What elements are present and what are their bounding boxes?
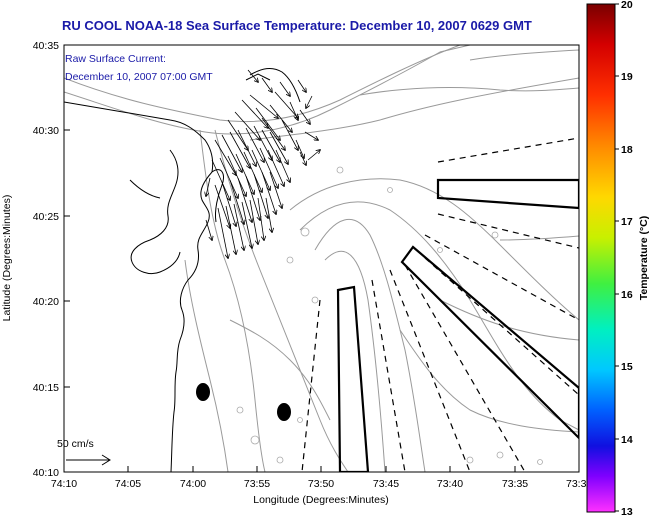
colorbar-label: Temperature (°C): [638, 216, 650, 301]
x-tick-labels: 74:10 74:05 74:00 73:55 73:50 73:45 73:4…: [51, 478, 587, 490]
y-tick-label: 40:15: [33, 382, 59, 394]
y-tick-label: 40:10: [33, 467, 59, 479]
colorbar-tick: 16: [621, 289, 633, 301]
x-tick-label: 73:35: [502, 478, 528, 490]
y-tick-label: 40:35: [33, 40, 59, 52]
figure-title: RU COOL NOAA-18 Sea Surface Temperature:…: [62, 18, 532, 33]
colorbar-tick: 13: [621, 506, 633, 518]
colorbar-tick: 20: [621, 0, 633, 11]
colorbar-tick: 19: [621, 71, 633, 83]
map-plot-area: Raw Surface Current: December 10, 2007 0…: [57, 44, 580, 473]
coastline: [64, 67, 301, 472]
x-tick-label: 74:10: [51, 478, 77, 490]
buoy-marker: [277, 403, 291, 421]
colorbar-gradient: [586, 3, 616, 513]
y-tick-label: 40:30: [33, 125, 59, 137]
x-tick-label: 73:55: [244, 478, 270, 490]
scale-label: 50 cm/s: [57, 438, 94, 450]
x-tick-label: 73:45: [373, 478, 399, 490]
x-tick-label: 73:3: [566, 478, 587, 490]
surface-current-vectors: [206, 69, 320, 258]
axis-ticks: [63, 44, 516, 473]
inset-line-1: Raw Surface Current:: [65, 53, 166, 65]
colorbar-tick: 18: [621, 144, 633, 156]
colorbar: 20 19 18 17 16 15 14 13 Temperature (°C): [586, 0, 650, 518]
x-tick-label: 73:50: [308, 478, 334, 490]
colorbar-tick: 14: [621, 434, 633, 446]
scale-arrow: [66, 454, 111, 466]
inset-line-2: December 10, 2007 07:00 GMT: [65, 71, 213, 83]
bathymetry-contours: [64, 45, 579, 472]
colorbar-tick: 17: [621, 216, 633, 228]
y-tick-labels: 40:35 40:30 40:25 40:20 40:15 40:10: [33, 40, 59, 479]
x-tick-label: 74:00: [180, 478, 206, 490]
noise-contours: [236, 166, 543, 465]
colorbar-tick: 15: [621, 361, 633, 373]
y-tick-label: 40:20: [33, 296, 59, 308]
radar-sector-lines: [301, 137, 579, 472]
y-axis-label: Latitude (Degrees:Minutes): [1, 195, 13, 322]
y-tick-label: 40:25: [33, 211, 59, 223]
x-tick-label: 73:40: [437, 478, 463, 490]
shipping-lanes: [336, 178, 579, 472]
x-axis-label: Longitude (Degrees:Minutes): [253, 494, 388, 506]
x-tick-label: 74:05: [115, 478, 141, 490]
buoy-marker: [196, 383, 210, 401]
